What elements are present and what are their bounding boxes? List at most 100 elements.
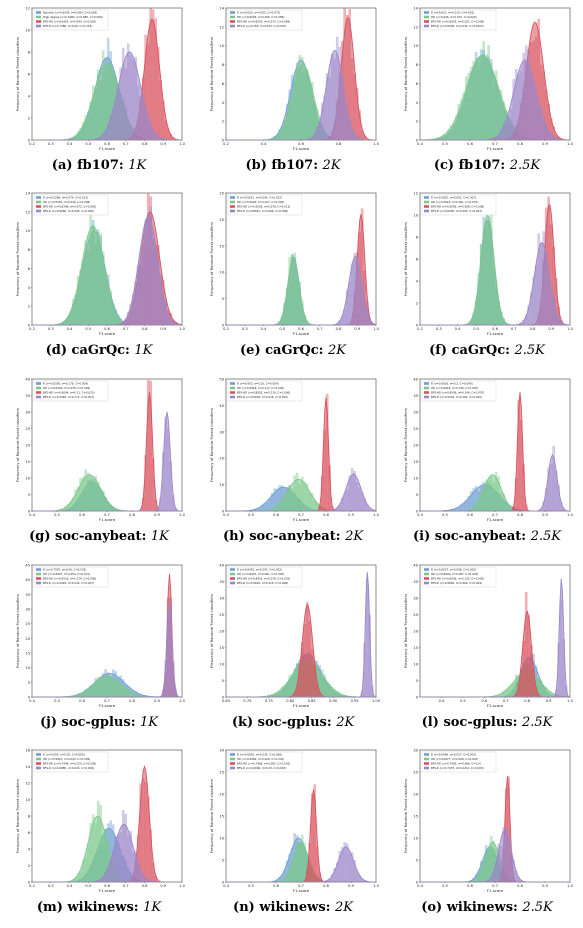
legend-swatch	[36, 20, 41, 23]
subplot-i: 0 5 10 15 20 25 30 35 40 0.4 0.5 0.6 0.7 0.8 0.9 1.0 F1-…	[390, 371, 583, 556]
kde-line	[226, 473, 376, 511]
subplot-m: 0 2 4 6 8 10 12 14 16 0.2 0.3 0.4 0.5 0.6 0.7 0.8 0.9 1.0…	[2, 742, 196, 927]
legend-swatch	[424, 391, 429, 394]
x-tick-label: 0.6	[467, 142, 473, 146]
kde-line	[226, 255, 376, 325]
legend-swatch	[36, 572, 41, 576]
legend-entry: HD (n=0.6093, σ=0.056, C=0.058)	[237, 15, 284, 19]
subplot-caption: (f) caGrQc: 2.5K	[390, 343, 583, 358]
x-tick-label: 0.5	[85, 884, 91, 888]
y-axis-label: Frequency of Random Forest classifiers	[403, 594, 408, 668]
caption-letter: (g)	[29, 529, 56, 544]
legend-swatch	[36, 391, 41, 394]
x-tick-label: 0.4	[439, 699, 445, 703]
x-tick-label: 0.8	[517, 513, 523, 517]
kde-area	[226, 256, 376, 325]
subplot-caption: (c) fb107: 2.5K	[390, 158, 583, 173]
chart-svg: 0 5 10 15 20 25 30 35 40 0.4 0.5 0.6 0.7 0.8 0.9 1.0 F1-…	[403, 378, 574, 523]
y-tick-label: 40	[25, 578, 30, 582]
chart-svg: 0 5 10 15 20 25 30 0.4 0.5 0.6 0.7 0.8 0.9 1.0 F1-scor…	[403, 749, 574, 894]
kde-area	[420, 59, 570, 140]
kde-area	[226, 479, 376, 511]
y-tick-label: 15	[219, 815, 224, 819]
subplot-a: 0 2 4 6 8 10 12 0.2 0.3 0.4 0.5 0.6 0.7 0.8 0.9 1.0 F1-s…	[2, 0, 196, 185]
y-axis-label: Frequency of Random Forest classifiers	[209, 222, 214, 296]
y-tick-label: 0	[222, 881, 225, 885]
x-tick-label: 0.6	[481, 699, 487, 703]
y-tick-label: 30	[219, 749, 224, 753]
legend-entry: BFS-HD (n=0.8416, σ=0.078, C=0.002)	[237, 577, 290, 581]
legend-swatch	[424, 200, 429, 204]
y-tick-label: 8	[28, 815, 31, 819]
legend-entry: R (n=0.8420, σ=0.097, C=0.002)	[237, 568, 282, 572]
kde-line	[226, 49, 376, 140]
x-tick-label: 0.6	[467, 884, 473, 888]
x-tick-label: 0.6	[492, 327, 498, 331]
legend-swatch	[36, 581, 41, 585]
chart-svg: 0 2 4 6 8 10 12 14 0.2 0.4 0.6 0.8 1.0 F1-score Freque…	[209, 7, 380, 152]
y-tick-label: 4	[416, 101, 419, 105]
legend: R (n=0.5268, σ=0.079, C=0.013)HD (n=0.52…	[33, 194, 109, 216]
kde-area	[32, 392, 182, 511]
y-tick-label: 6	[28, 267, 31, 271]
kde-area	[32, 52, 182, 140]
y-tick-label: 12	[219, 25, 224, 29]
x-tick-label: 0.8	[142, 327, 148, 331]
kde-line	[32, 225, 182, 325]
kde-area	[226, 487, 376, 511]
x-tick-label: 0.3	[436, 327, 442, 331]
x-tick-label: 0.6	[104, 327, 110, 331]
legend-entry: BFS-R (n=0.7286, σ=0.06, C=0.718)	[43, 24, 92, 28]
y-tick-label: 25	[25, 622, 30, 626]
chart-svg: 0 5 10 15 20 25 30 35 40 0.65 0.70 0.75 0.80 0.85 0.90…	[209, 564, 381, 709]
kde-area	[32, 816, 182, 882]
legend-swatch	[230, 20, 235, 23]
y-tick-label: 40	[25, 378, 30, 382]
x-tick-label: 0.4	[417, 884, 423, 888]
legend-entry: HD (n=0.8009, σ=0.087, C=0.003)	[431, 572, 478, 576]
x-axis-label: F1-score	[487, 888, 504, 893]
x-tick-label: 0.5	[473, 327, 479, 331]
legend-swatch	[424, 395, 429, 399]
x-tick-label: 0.7	[123, 142, 129, 146]
legend-entry: BFS-R (n=0.9304, σ=0.182, C=0.005)	[431, 395, 482, 399]
legend-entry: BFS-R (n=0.9383, σ=0.171, C=0.007)	[43, 395, 94, 399]
y-tick-label: 35	[25, 394, 30, 398]
legend-swatch	[36, 205, 41, 208]
subplot-caption: (b) fb107: 2K	[196, 158, 390, 173]
y-tick-label: 8	[28, 51, 31, 55]
legend-entry: BFS-R (n=0.9656, σ=0.469, C=0.004)	[431, 581, 482, 585]
series-BFS-R	[420, 578, 570, 697]
caption-letter: (h)	[222, 529, 250, 544]
x-tick-label: 0.8	[517, 142, 523, 146]
y-tick-label: 5	[416, 493, 418, 497]
y-tick-label: 0	[416, 510, 419, 514]
x-axis-label: F1-score	[487, 146, 504, 151]
caption-letter: (c)	[433, 158, 459, 173]
subplot-caption: (l) soc-gplus: 2.5K	[390, 715, 583, 730]
x-tick-label: 0.9	[154, 513, 160, 517]
x-tick-label: 1.0	[567, 513, 573, 517]
kde-area	[32, 216, 182, 325]
x-tick-label: 0.6	[467, 513, 473, 517]
legend-swatch	[36, 762, 41, 765]
x-tick-label: 1.0	[567, 884, 573, 888]
y-axis-label: Frequency of Random Forest classifiers	[15, 408, 20, 482]
x-tick-label: 0.4	[261, 142, 267, 146]
subplot-caption: (g) soc-anybeat: 1K	[2, 529, 196, 544]
subplot-e: 0 5 10 15 20 25 0.2 0.3 0.4 0.5 0.6 0.7 0.8 0.9 1.0 F1-…	[196, 185, 390, 370]
subplot-j: 0 5 10 15 20 25 30 35 40 45 0.4 0.5 0.6 0.7 0.8 0.9 1.0 F…	[2, 557, 196, 742]
x-tick-label: 1.0	[373, 142, 379, 146]
caption-dataset: soc-anybeat:	[55, 529, 151, 544]
caption-sample-size: 2.5K	[514, 343, 545, 358]
y-axis-label: Frequency of Random Forest classifiers	[209, 37, 214, 111]
x-tick-label: 0.8	[142, 884, 148, 888]
y-tick-label: 14	[413, 7, 418, 11]
subplot-caption: (n) wikinews: 2K	[196, 900, 390, 915]
y-tick-label: 35	[25, 593, 30, 597]
y-tick-label: 30	[219, 430, 224, 434]
x-tick-label: 0.7	[503, 699, 509, 703]
y-axis-label: Frequency of Random Forest classifiers	[209, 779, 214, 853]
x-tick-label: 0.3	[242, 327, 248, 331]
chart-svg: 0 5 10 15 20 25 30 35 40 0.4 0.5 0.6 0.7 0.8 0.9 1.0 F1-…	[403, 564, 574, 709]
